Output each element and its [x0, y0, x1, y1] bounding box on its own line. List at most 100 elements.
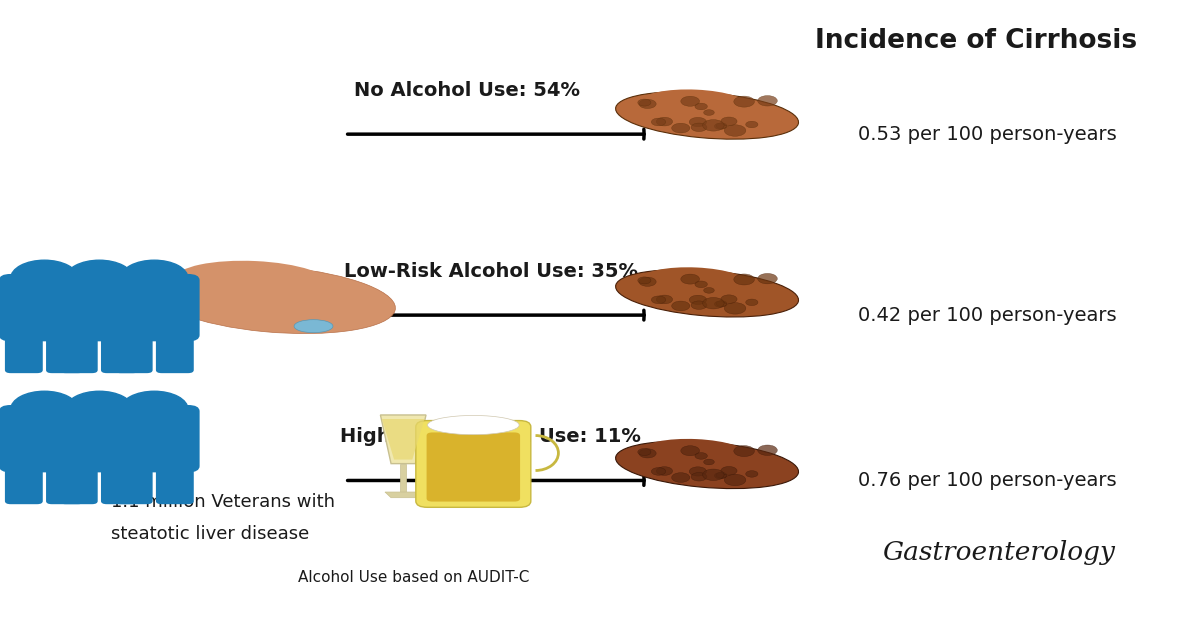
FancyBboxPatch shape	[54, 274, 145, 341]
Ellipse shape	[428, 416, 519, 435]
Text: 0.53 per 100 person-years: 0.53 per 100 person-years	[858, 125, 1117, 144]
Circle shape	[716, 301, 727, 306]
Circle shape	[639, 277, 657, 286]
Ellipse shape	[615, 92, 798, 139]
Circle shape	[703, 298, 724, 309]
Circle shape	[724, 125, 746, 136]
FancyBboxPatch shape	[60, 332, 98, 373]
Circle shape	[733, 96, 755, 107]
Circle shape	[657, 295, 672, 304]
FancyBboxPatch shape	[101, 463, 139, 504]
Circle shape	[11, 260, 78, 296]
Circle shape	[690, 467, 706, 476]
Text: 0.42 per 100 person-years: 0.42 per 100 person-years	[858, 306, 1117, 324]
Circle shape	[680, 274, 699, 284]
Circle shape	[714, 301, 726, 307]
Circle shape	[720, 467, 737, 475]
Ellipse shape	[615, 441, 798, 489]
Circle shape	[694, 452, 707, 459]
FancyBboxPatch shape	[5, 463, 42, 504]
Text: Low-Risk Alcohol Use: 35%: Low-Risk Alcohol Use: 35%	[344, 262, 638, 281]
Circle shape	[758, 445, 777, 456]
Circle shape	[733, 446, 755, 457]
Circle shape	[120, 391, 187, 427]
Circle shape	[714, 123, 726, 129]
FancyBboxPatch shape	[0, 274, 90, 341]
FancyBboxPatch shape	[46, 463, 84, 504]
FancyBboxPatch shape	[114, 332, 152, 373]
Polygon shape	[382, 419, 424, 459]
Ellipse shape	[294, 319, 332, 333]
Circle shape	[691, 301, 707, 310]
Circle shape	[120, 260, 187, 296]
FancyBboxPatch shape	[5, 332, 42, 373]
FancyBboxPatch shape	[60, 463, 98, 504]
Circle shape	[716, 472, 727, 478]
FancyBboxPatch shape	[156, 463, 193, 504]
FancyBboxPatch shape	[46, 332, 84, 373]
Circle shape	[691, 472, 707, 481]
Circle shape	[716, 123, 727, 129]
Circle shape	[694, 103, 707, 110]
FancyBboxPatch shape	[108, 274, 199, 341]
Ellipse shape	[640, 267, 749, 297]
Circle shape	[724, 474, 746, 485]
FancyBboxPatch shape	[0, 405, 90, 472]
Circle shape	[672, 473, 690, 482]
Circle shape	[672, 301, 690, 311]
FancyBboxPatch shape	[156, 332, 193, 373]
Circle shape	[720, 117, 737, 125]
Circle shape	[758, 273, 777, 284]
Circle shape	[638, 449, 651, 456]
Circle shape	[714, 472, 726, 479]
Text: High-Risk Alcohol Use: 11%: High-Risk Alcohol Use: 11%	[341, 427, 641, 446]
Circle shape	[724, 303, 746, 314]
Polygon shape	[381, 415, 426, 464]
Ellipse shape	[640, 439, 749, 469]
Circle shape	[703, 469, 724, 480]
Circle shape	[657, 117, 672, 126]
Circle shape	[704, 288, 714, 293]
Polygon shape	[400, 464, 407, 492]
Circle shape	[639, 99, 657, 109]
Ellipse shape	[615, 270, 798, 317]
Circle shape	[638, 277, 651, 284]
Circle shape	[657, 467, 672, 475]
Circle shape	[66, 260, 133, 296]
Circle shape	[680, 446, 699, 456]
Text: Alcohol Use based on AUDIT-C: Alcohol Use based on AUDIT-C	[298, 570, 529, 585]
Circle shape	[694, 281, 707, 288]
Circle shape	[11, 391, 78, 427]
FancyBboxPatch shape	[101, 332, 139, 373]
Text: No Alcohol Use: 54%: No Alcohol Use: 54%	[355, 81, 580, 100]
Polygon shape	[386, 492, 421, 498]
Circle shape	[733, 274, 755, 285]
Text: Incidence of Cirrhosis: Incidence of Cirrhosis	[815, 27, 1137, 54]
Ellipse shape	[275, 283, 386, 328]
Circle shape	[745, 470, 758, 477]
Circle shape	[704, 459, 714, 465]
FancyBboxPatch shape	[108, 405, 199, 472]
Circle shape	[651, 118, 666, 126]
Circle shape	[758, 95, 777, 106]
Circle shape	[704, 110, 714, 115]
FancyBboxPatch shape	[427, 432, 520, 502]
Circle shape	[691, 123, 707, 132]
Text: steatotic liver disease: steatotic liver disease	[111, 525, 309, 542]
Circle shape	[703, 120, 724, 131]
FancyBboxPatch shape	[114, 463, 152, 504]
Circle shape	[638, 99, 651, 106]
Circle shape	[745, 299, 758, 306]
Circle shape	[690, 295, 706, 305]
Text: 1.1 million Veterans with: 1.1 million Veterans with	[111, 494, 335, 511]
FancyBboxPatch shape	[416, 421, 531, 507]
Circle shape	[720, 295, 737, 303]
Circle shape	[66, 391, 133, 427]
Text: Gastroenterology: Gastroenterology	[883, 540, 1115, 565]
Circle shape	[639, 449, 657, 458]
FancyBboxPatch shape	[54, 405, 145, 472]
Ellipse shape	[154, 265, 395, 334]
Ellipse shape	[640, 89, 749, 119]
Ellipse shape	[174, 261, 330, 303]
Circle shape	[680, 96, 699, 106]
